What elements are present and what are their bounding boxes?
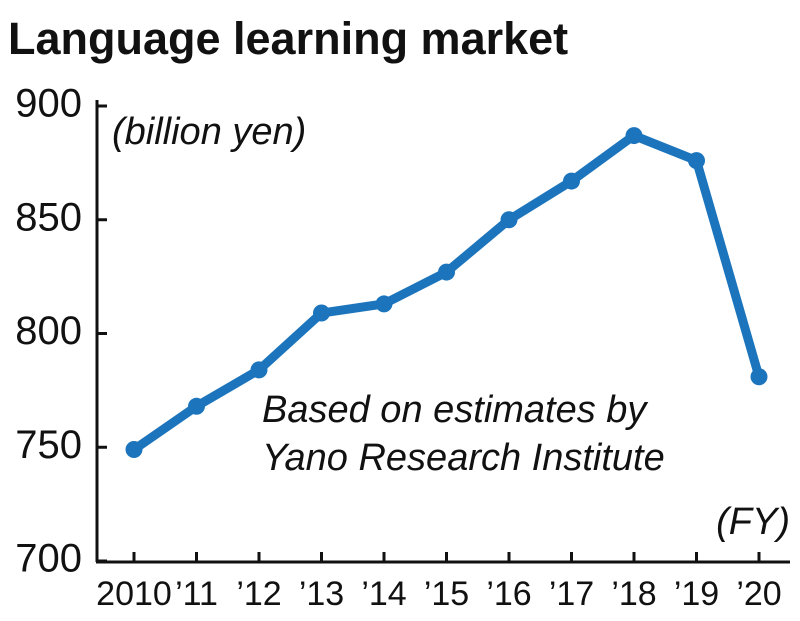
x-tick-label: 2010 xyxy=(96,575,172,613)
data-point xyxy=(688,152,705,170)
x-tick-label: ’18 xyxy=(611,575,656,613)
x-tick-label: ’14 xyxy=(361,575,406,613)
annotation: Based on estimates by xyxy=(262,389,648,431)
data-point xyxy=(188,397,205,415)
data-point xyxy=(625,127,643,145)
x-tick-label: ’17 xyxy=(549,575,594,613)
chart-title: Language learning market xyxy=(8,13,568,64)
data-point xyxy=(375,295,393,313)
y-tick-label: 850 xyxy=(15,195,82,239)
data-point xyxy=(313,304,330,322)
data-point xyxy=(250,361,268,379)
data-point xyxy=(750,368,768,386)
y-tick-label: 700 xyxy=(15,537,82,581)
data-point xyxy=(125,441,143,459)
y-tick-label: 750 xyxy=(15,423,82,467)
annotation: Yano Research Institute xyxy=(262,437,665,479)
x-tick-label: ’19 xyxy=(674,575,719,613)
y-unit-label: (billion yen) xyxy=(112,111,306,153)
data-point xyxy=(438,263,455,281)
data-point xyxy=(500,211,518,229)
x-tick-label: ’16 xyxy=(486,575,531,613)
y-tick-label: 900 xyxy=(15,82,82,126)
x-tick-label: ’12 xyxy=(236,575,281,613)
x-tick-label: ’20 xyxy=(736,575,781,613)
x-tick-label: ’15 xyxy=(424,575,469,613)
data-point xyxy=(563,172,580,190)
x-unit-label: (FY) xyxy=(716,501,790,543)
x-tick-label: ’13 xyxy=(299,575,344,613)
x-tick-label: ’11 xyxy=(175,575,218,613)
y-tick-label: 800 xyxy=(15,309,82,353)
